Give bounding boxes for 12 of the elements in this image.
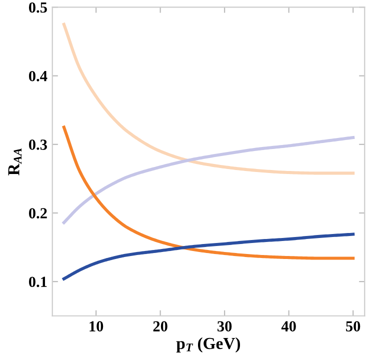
x-tick-label: 50 — [346, 321, 360, 332]
y-tick-label: 0.3 — [28, 140, 47, 150]
y-tick-label: 0.1 — [28, 276, 47, 288]
x-tick-label: 40 — [281, 321, 296, 332]
x-tick-label: 30 — [218, 321, 232, 332]
y-tick-label: 0.5 — [28, 2, 47, 13]
y-axis-title: R$_{AA}$ — [8, 148, 22, 176]
x-tick-label: 10 — [90, 321, 104, 332]
y-tick-label: 0.4 — [28, 70, 48, 82]
x-tick-label: 20 — [153, 321, 168, 332]
x-axis-title: p$_{T}$ (GeV) — [176, 337, 240, 352]
y-tick-label: 0.2 — [28, 208, 47, 219]
